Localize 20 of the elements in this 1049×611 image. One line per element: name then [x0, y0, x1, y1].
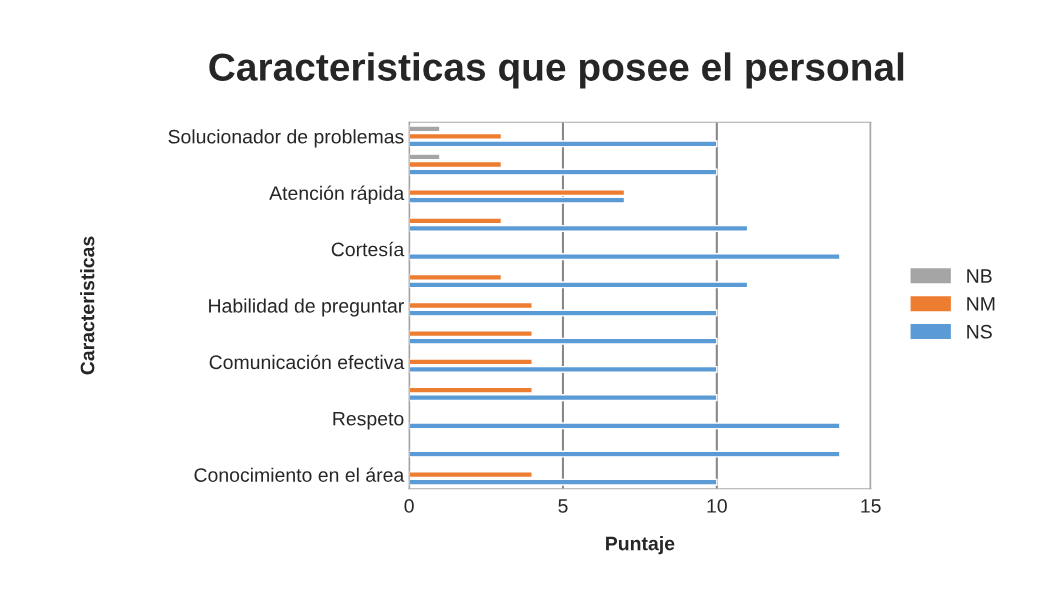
x-axis-title: Puntaje	[606, 536, 675, 555]
bar	[409, 253, 841, 261]
x-tick-label: 0	[404, 499, 414, 513]
y-tick-label: Cortesía	[331, 241, 405, 257]
y-tick-label: Solucionador de problemas	[168, 129, 404, 148]
y-axis-title: Caracteristicas	[80, 236, 95, 375]
y-tick-label: Conocimiento en el área	[194, 467, 405, 482]
x-tick-label: 5	[558, 499, 568, 513]
bar	[409, 450, 841, 458]
legend-label: NM	[967, 297, 995, 311]
legend-label: NB	[967, 269, 992, 283]
x-tick-label: 15	[861, 499, 881, 513]
y-tick-label: Atención rápida	[269, 185, 405, 204]
legend-label: NS	[967, 324, 992, 339]
y-tick-label: Habilidad de preguntar	[209, 298, 404, 317]
bar	[409, 422, 841, 430]
x-tick-label: 10	[707, 499, 727, 513]
y-tick-label: Comunicación efectiva	[209, 354, 405, 370]
chart-title: Caracteristicas que posee el personal	[209, 52, 904, 89]
y-tick-label: Respeto	[333, 411, 404, 430]
